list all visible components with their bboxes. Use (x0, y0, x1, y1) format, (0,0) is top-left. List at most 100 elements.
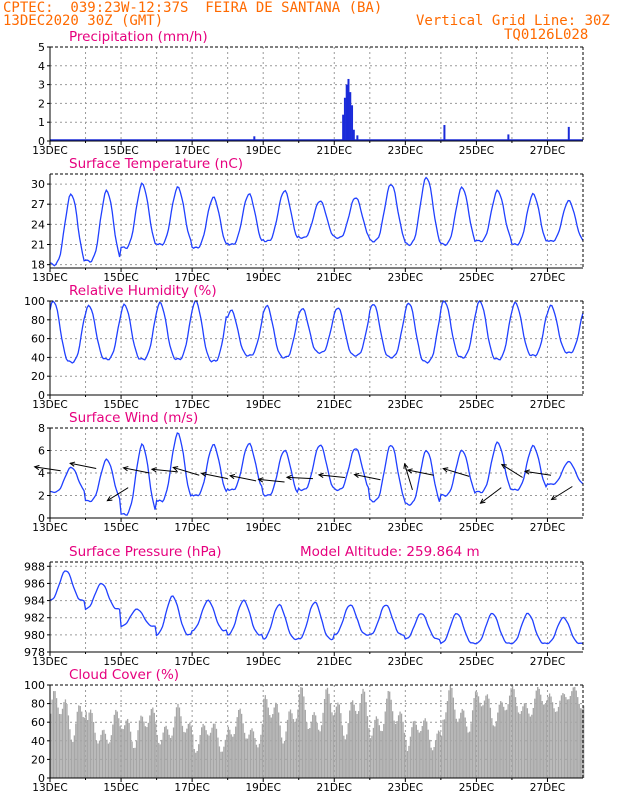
cloud-cover-bar (283, 740, 286, 778)
cloud-cover-bar (392, 711, 394, 778)
cloud-cover-bar (560, 695, 563, 778)
cloud-cover-bar (506, 709, 508, 778)
cloud-cover-bar (497, 712, 499, 778)
cloud-cover-xtick-label: 13DEC (32, 782, 67, 794)
cloud-cover-bar (178, 707, 181, 778)
cloud-cover-bar (286, 719, 289, 778)
wind-vector-shaft (354, 474, 381, 481)
cloud-cover-bar (556, 711, 558, 778)
cloud-cover-bar (372, 727, 375, 778)
cloud-cover-bar (448, 690, 450, 778)
cloud-cover-bar (91, 713, 93, 778)
wind-ytick-label: 2 (38, 490, 45, 503)
cloud-cover-bar (340, 713, 342, 778)
temperature-xtick-label: 25DEC (459, 272, 494, 284)
temperature-ytick-label: 18 (31, 259, 45, 272)
cloud-cover-bar (230, 734, 232, 778)
cloud-cover-bar (304, 709, 306, 778)
cloud-cover-bar (169, 737, 172, 778)
precipitation-bar (253, 136, 256, 141)
cloud-cover-bar (279, 725, 281, 778)
cloud-cover-bar (72, 741, 74, 778)
precipitation-xtick-label: 15DEC (103, 145, 138, 157)
humidity-ytick-label: 100 (24, 295, 45, 308)
cloud-cover-bar (229, 729, 231, 778)
cloud-cover-bar (430, 747, 432, 778)
cloud-cover-bar (189, 722, 191, 778)
wind-vector-shaft (123, 467, 150, 474)
precipitation-bar (356, 135, 359, 141)
cloud-cover-bar (313, 712, 315, 778)
cloud-cover-bar (319, 731, 321, 778)
cloud-cover-bar (267, 707, 269, 778)
cloud-cover-bar (409, 736, 412, 778)
cloud-cover-bar (181, 725, 184, 778)
cloud-cover-bar (292, 719, 295, 778)
cloud-cover-bar (88, 712, 90, 778)
cloud-cover-bar (360, 693, 363, 778)
cloud-cover-bar (480, 706, 483, 778)
cloud-cover-bar (144, 726, 147, 778)
temperature-xtick-label: 23DEC (388, 272, 423, 284)
cloud-cover-bar (510, 688, 512, 778)
cloud-cover-bar (272, 714, 274, 778)
cloud-cover-bar (320, 725, 323, 778)
precipitation-ytick-label: 1 (38, 116, 45, 129)
cloud-cover-bar (57, 707, 59, 778)
cloud-cover-bar (455, 718, 457, 778)
cloud-cover-bar (535, 690, 537, 778)
cloud-cover-bar (483, 700, 486, 778)
cloud-cover-bar (116, 711, 118, 778)
cloud-cover-bar (562, 693, 564, 778)
wind-vector-head (122, 466, 129, 472)
cloud-cover-bar (322, 712, 324, 778)
cloud-cover-bar (109, 742, 111, 778)
cloud-cover-bar (544, 704, 546, 778)
cloud-cover-bar (69, 729, 71, 778)
temperature-ytick-label: 30 (31, 178, 45, 191)
cloud-cover-bar (568, 699, 570, 778)
cloud-cover-bar (121, 728, 123, 778)
cloud-cover-bar (146, 727, 148, 778)
run-date: 13DEC2020 30Z (GMT) (3, 13, 164, 29)
cloud-cover-bar (129, 731, 132, 778)
cloud-cover-bar (172, 727, 175, 778)
cloud-cover-bar (522, 706, 524, 778)
cloud-cover-bar (439, 731, 441, 778)
cloud-cover-bar (399, 711, 401, 778)
wind-vector-shaft (524, 470, 552, 476)
cloud-cover-bar (285, 731, 287, 778)
cloud-cover-bar (193, 749, 195, 778)
cloud-cover-bar (164, 726, 166, 778)
wind-vector-shaft (318, 474, 345, 478)
cloud-cover-bar (180, 716, 182, 778)
pressure-ytick-label: 988 (24, 560, 45, 573)
cloud-cover-bar (149, 715, 151, 778)
cloud-cover-bar (362, 688, 364, 778)
cloud-cover-bar (415, 724, 417, 778)
cloud-cover-bar (64, 699, 67, 778)
cloud-cover-bar (275, 702, 277, 778)
wind-series-line (49, 432, 584, 516)
cloud-cover-bar (89, 709, 92, 778)
wind-vector-head (550, 495, 557, 501)
cloud-cover-bar (365, 702, 367, 778)
cloud-cover-bar (566, 699, 569, 778)
cloud-cover-bar (473, 698, 475, 778)
cloud-cover-bar (540, 694, 542, 778)
pressure-xtick-label: 13DEC (32, 656, 67, 668)
temperature-xtick-label: 27DEC (530, 272, 565, 284)
pressure-xtick-label: 23DEC (388, 656, 423, 668)
cloud-cover-bar (254, 738, 256, 778)
cloud-cover-bar (565, 697, 567, 778)
cloud-cover-bar (168, 734, 170, 778)
cloud-cover-bar (196, 751, 198, 778)
run-id: TQ0126L028 (504, 27, 589, 43)
cloud-cover-bar (323, 699, 326, 778)
cloud-cover-bar (346, 734, 348, 778)
wind-vector-shaft (551, 486, 573, 500)
precipitation-bar (345, 84, 348, 141)
cloud-cover-bar (326, 687, 329, 778)
cloud-cover-bar (443, 719, 446, 778)
